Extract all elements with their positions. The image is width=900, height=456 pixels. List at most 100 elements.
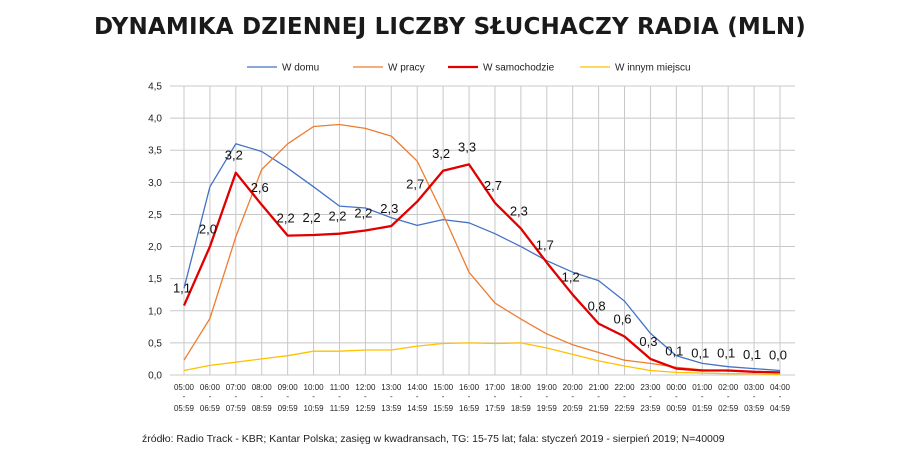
x-tick-label-start: 17:00 [485,383,506,392]
x-tick-label-end: 04:59 [770,404,791,413]
x-tick-separator: - [779,392,782,401]
data-label: 2,2 [303,210,321,225]
data-label: 0,1 [691,346,709,361]
data-label: 2,6 [251,180,269,195]
x-tick-label-end: 02:59 [718,404,739,413]
x-tick-label-end: 19:59 [537,404,558,413]
x-tick-label-start: 00:00 [666,383,687,392]
data-label: 1,1 [173,281,191,296]
data-label: 2,0 [199,222,217,237]
data-label: 1,2 [562,270,580,285]
legend-label: W innym miejscu [615,63,691,74]
x-tick-label-end: 01:59 [692,404,713,413]
x-tick-separator: - [442,392,445,401]
x-tick-label-start: 02:00 [718,383,739,392]
x-tick-label-start: 06:00 [200,383,221,392]
x-tick-label-start: 18:00 [511,383,532,392]
x-tick-label-end: 07:59 [226,404,247,413]
x-tick-separator: - [468,392,471,401]
data-label: 0,8 [588,299,606,314]
y-tick-label: 4,0 [148,114,162,125]
x-tick-label-start: 07:00 [226,383,247,392]
x-tick-label-end: 11:59 [330,404,350,413]
x-tick-label-start: 16:00 [459,383,480,392]
x-tick-label-end: 06:59 [200,404,221,413]
x-tick-separator: - [753,392,756,401]
x-tick-label-start: 23:00 [640,383,661,392]
data-labels: 1,1 2,0 3,2 2,6 2,2 2,2 2,2 2,2 2,3 2,7 3,2 3,3 2,7 2… [173,139,787,362]
data-label: 2,3 [380,201,398,216]
x-tick-label-end: 14:59 [407,404,428,413]
x-tick-label-end: 15:59 [433,404,454,413]
data-label: 0,0 [769,347,787,362]
axes: 0,00,51,01,52,02,53,03,54,04,505:00-05:5… [148,82,790,414]
legend-label: W domu [282,63,319,74]
x-tick-separator: - [260,392,263,401]
x-tick-label-end: 05:59 [174,404,195,413]
x-tick-label-start: 12:00 [355,383,376,392]
x-tick-label-start: 09:00 [278,383,299,392]
x-tick-separator: - [312,392,315,401]
x-tick-separator: - [571,392,574,401]
series-line-w-innym-miejscu [183,342,781,376]
x-tick-separator: - [597,392,600,401]
x-tick-label-start: 21:00 [589,383,610,392]
x-tick-label-end: 12:59 [355,404,376,413]
x-tick-label-end: 17:59 [485,404,506,413]
data-label: 3,2 [432,146,450,161]
y-tick-label: 1,5 [148,274,162,285]
x-tick-separator: - [286,392,289,401]
series-lines [182,123,781,376]
x-tick-label-start: 13:00 [381,383,402,392]
x-tick-label-end: 03:59 [744,404,765,413]
data-label: 2,2 [328,209,346,224]
x-tick-label-end: 08:59 [252,404,273,413]
y-tick-label: 2,0 [148,242,162,253]
legend: W domu W pracy W samochodzie W innym miejsc… [247,63,691,74]
y-tick-label: 4,5 [148,82,162,93]
data-label: 1,7 [536,238,554,253]
x-tick-label-start: 08:00 [252,383,273,392]
x-tick-label-start: 11:00 [330,383,350,392]
data-label: 0,3 [639,334,657,349]
x-tick-separator: - [623,392,626,401]
x-tick-label-start: 05:00 [174,383,195,392]
x-tick-label-end: 00:59 [666,404,687,413]
x-tick-label-start: 03:00 [744,383,765,392]
x-tick-label-end: 23:59 [640,404,661,413]
x-tick-separator: - [364,392,367,401]
data-label: 0,1 [717,346,735,361]
x-tick-label-start: 22:00 [615,383,636,392]
data-label: 0,1 [743,347,761,362]
x-tick-label-end: 22:59 [615,404,636,413]
series-line-w-samochodzie [182,163,781,374]
source-note: źródło: Radio Track - KBR; Kantar Polska… [142,433,725,445]
x-tick-separator: - [494,392,497,401]
chart-title: DYNAMIKA DZIENNEJ LICZBY SŁUCHACZY RADIA… [93,14,807,40]
x-tick-separator: - [338,392,341,401]
x-tick-separator: - [209,392,212,401]
legend-label: W samochodzie [483,63,555,74]
y-tick-label: 1,0 [148,306,162,317]
x-tick-label-start: 15:00 [433,383,454,392]
x-tick-separator: - [183,392,186,401]
x-tick-label-end: 10:59 [304,404,325,413]
x-tick-label-end: 16:59 [459,404,480,413]
gridlines [170,85,795,376]
x-tick-separator: - [701,392,704,401]
data-label: 0,1 [665,344,683,359]
data-label: 2,3 [510,204,528,219]
x-tick-label-end: 09:59 [278,404,299,413]
series-line-w-pracy [183,123,781,374]
data-label: 2,7 [406,177,424,192]
x-tick-label-start: 04:00 [770,383,791,392]
x-tick-separator: - [520,392,523,401]
x-tick-label-start: 10:00 [304,383,325,392]
x-tick-separator: - [649,392,652,401]
x-tick-label-start: 20:00 [563,383,584,392]
data-label: 3,3 [458,139,476,154]
x-tick-label-end: 21:59 [589,404,610,413]
data-label: 2,2 [277,211,295,226]
x-tick-separator: - [727,392,730,401]
x-tick-label-start: 19:00 [537,383,558,392]
